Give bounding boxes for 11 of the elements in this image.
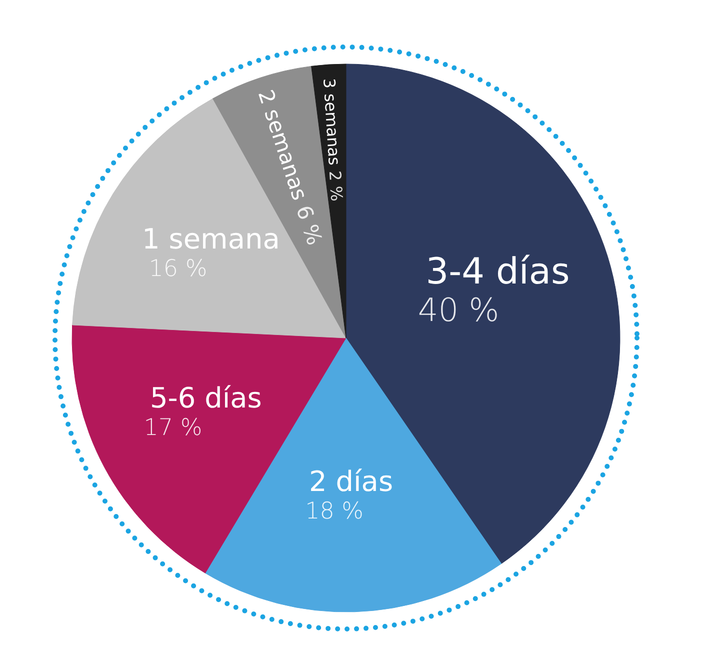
slice-label: 1 semana bbox=[142, 222, 280, 256]
slice-label: 2 días bbox=[309, 465, 394, 498]
slice-label: 3 semanas bbox=[320, 78, 344, 166]
data-label: 17 % bbox=[144, 414, 202, 441]
data-label: 40 % bbox=[418, 291, 500, 330]
slice-label: 5-6 días bbox=[150, 381, 262, 414]
pie-slice bbox=[205, 338, 502, 612]
data-label: 6 % bbox=[291, 202, 327, 248]
data-label: 18 % bbox=[305, 498, 364, 525]
slice-label: 3-4 días bbox=[426, 252, 570, 293]
data-label: 2 % bbox=[326, 170, 347, 202]
